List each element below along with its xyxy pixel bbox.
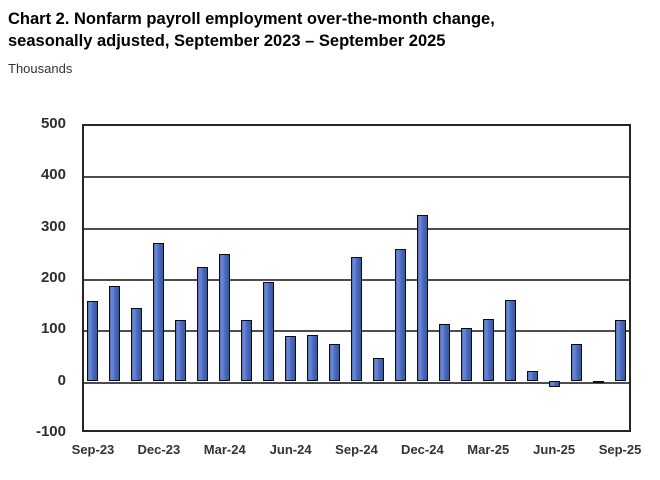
bar-Apr-24	[241, 320, 253, 381]
bar-Jun-25	[548, 380, 560, 388]
bar-Sep-23	[87, 300, 99, 381]
gridline-400	[84, 176, 629, 179]
x-tick-label-Sep-23: Sep-23	[71, 442, 115, 457]
bar-May-24	[263, 281, 275, 381]
bar-Mar-24	[219, 254, 231, 381]
bar-May-25	[526, 370, 538, 381]
x-tick-label-Mar-25: Mar-25	[467, 442, 510, 457]
bar-Nov-23	[131, 308, 143, 381]
x-tick-label-Sep-25: Sep-25	[598, 442, 642, 457]
bar-Aug-25	[592, 380, 604, 383]
bar-Mar-25	[482, 319, 494, 381]
gridline-300	[84, 227, 629, 230]
y-tick-label-100: 100	[40, 320, 66, 338]
plot-area	[82, 124, 631, 432]
chart-title-line-2: seasonally adjusted, September 2023 – Se…	[8, 32, 446, 50]
x-tick-label-Mar-24: Mar-24	[203, 442, 246, 457]
y-tick-label--100: -100	[35, 423, 66, 440]
chart-title-line-1: Chart 2. Nonfarm payroll employment over…	[8, 10, 495, 28]
bar-Oct-24	[372, 358, 384, 381]
bar-Jul-24	[307, 335, 319, 381]
y-tick-label-200: 200	[40, 269, 66, 286]
bar-Feb-24	[197, 266, 209, 381]
bar-Apr-25	[504, 299, 516, 381]
y-tick-label-500: 500	[40, 115, 66, 132]
gridline-0	[84, 381, 629, 384]
bar-Dec-23	[153, 242, 165, 381]
bar-Dec-24	[416, 214, 428, 381]
bar-Feb-25	[460, 328, 472, 381]
chart-title: Chart 2. Nonfarm payroll employment over…	[8, 8, 648, 52]
y-tick-label-300: 300	[40, 217, 66, 235]
x-tick-label-Jun-25: Jun-25	[533, 442, 576, 457]
bar-Jul-25	[570, 343, 582, 381]
x-tick-label-Dec-23: Dec-23	[137, 442, 181, 457]
x-tick-label-Jun-24: Jun-24	[269, 442, 312, 457]
bar-Aug-24	[329, 344, 341, 381]
x-tick-label-Dec-24: Dec-24	[401, 442, 444, 457]
bar-Oct-23	[109, 286, 121, 381]
bar-Jan-25	[438, 323, 450, 381]
bar-Jun-24	[285, 336, 297, 381]
x-tick-label-Sep-24: Sep-24	[335, 442, 378, 457]
bar-Sep-24	[351, 257, 362, 381]
bar-Nov-24	[394, 248, 406, 381]
bar-Sep-25	[614, 319, 626, 381]
bar-Jan-24	[175, 319, 187, 381]
y-tick-label-0: 0	[57, 371, 66, 389]
y-tick-label-400: 400	[40, 166, 66, 184]
y-axis-unit-label: Thousands	[8, 61, 73, 76]
